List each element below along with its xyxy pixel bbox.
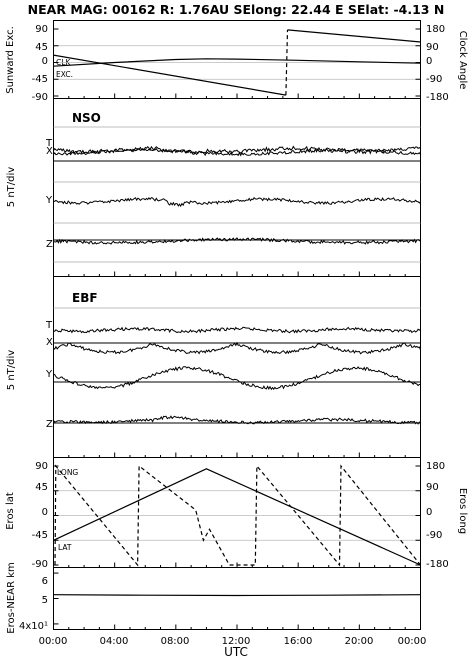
ebf-label-x: X <box>46 337 53 348</box>
xtick-3: 12:00 <box>222 636 251 647</box>
ebf-t-trace <box>53 326 421 334</box>
eros-long-ytick-180: 180 <box>426 461 445 472</box>
clock-ytick-neg90: -90 <box>426 74 442 85</box>
data-layer <box>53 29 421 597</box>
sunward-ylabel: Sunward Exc. <box>5 26 16 94</box>
sunward-ytick-0: 0 <box>42 56 48 67</box>
lat-annotation: LAT <box>58 543 72 552</box>
series-line <box>53 594 421 597</box>
eros-lat-ytick-45: 45 <box>35 482 48 493</box>
series-line <box>53 54 287 96</box>
xtick-5: 20:00 <box>345 636 374 647</box>
grid-layer <box>53 45 421 541</box>
sunward-ytick-90: 90 <box>35 24 48 35</box>
eros-lat-ytick-90: 90 <box>35 461 48 472</box>
eros-lat-ytick-neg45: -45 <box>32 530 48 541</box>
eros-long-ylabel: Eros long <box>457 488 468 534</box>
series-line <box>285 29 289 96</box>
ebf-ylabel: 5 nT/div <box>6 350 17 390</box>
tick-layer <box>53 28 421 630</box>
x-axis-label: UTC <box>224 645 248 656</box>
eros-lat-ylabel: Eros lat <box>5 492 16 530</box>
xtick-2: 08:00 <box>161 636 190 647</box>
nso-z-trace <box>53 237 421 245</box>
xtick-1: 04:00 <box>100 636 129 647</box>
xtick-6: 00:00 <box>398 636 427 647</box>
nso-panel-title: NSO <box>72 111 101 125</box>
eros-lat-ytick-neg90: -90 <box>32 559 48 570</box>
figure-title: NEAR MAG: 00162 R: 1.76AU SElong: 22.44 … <box>28 2 445 17</box>
eros-long-ytick-neg90: -90 <box>426 530 442 541</box>
clock-ytick-90: 90 <box>426 42 439 53</box>
ebf-label-z: Z <box>46 419 53 430</box>
ebf-x-trace <box>53 341 421 355</box>
clock-angle-ylabel: Clock Angle <box>457 31 468 90</box>
nso-ylabel: 5 nT/div <box>6 167 17 207</box>
distance-ytick-6: 6 <box>42 576 48 587</box>
ebf-y-trace <box>53 366 421 391</box>
distance-ytick-5: 5 <box>42 595 48 606</box>
eros-long-ytick-90: 90 <box>426 482 439 493</box>
ebf-panel-frame <box>53 276 421 458</box>
nso-panel-frame <box>53 98 421 277</box>
series-line <box>53 58 421 67</box>
ebf-panel-title: EBF <box>72 291 98 305</box>
sunward-ytick-neg90: -90 <box>32 92 48 103</box>
exc-annotation: EXC. <box>56 70 73 79</box>
xtick-0: 00:00 <box>39 636 68 647</box>
distance-ytick-4: 4x10¹ <box>19 621 48 632</box>
nso-label-t: T <box>45 138 53 149</box>
sunward-ytick-neg45: -45 <box>32 74 48 85</box>
long-annotation: LONG <box>57 468 78 477</box>
eros-long-ytick-neg180: -180 <box>426 559 449 570</box>
clock-ytick-180: 180 <box>426 24 445 35</box>
eros-panel-frame <box>53 457 421 568</box>
sunward-ytick-45: 45 <box>35 42 48 53</box>
clock-ytick-neg180: -180 <box>426 92 449 103</box>
clock-ytick-0: 0 <box>426 56 432 67</box>
panel-frames <box>53 20 421 630</box>
ebf-label-t: T <box>45 320 53 331</box>
ebf-label-y: Y <box>45 369 53 380</box>
distance-ylabel: Eros-NEAR km <box>6 562 17 633</box>
nso-label-x: X <box>46 146 53 157</box>
series-line <box>287 29 421 43</box>
nso-label-z: Z <box>46 239 53 250</box>
nso-x-trace <box>53 147 421 157</box>
series-line <box>53 468 421 566</box>
series-line <box>54 464 421 567</box>
ebf-z-trace <box>53 415 421 425</box>
nso-label-y: Y <box>45 195 53 206</box>
eros-long-ytick-0: 0 <box>426 507 432 518</box>
xtick-4: 16:00 <box>284 636 313 647</box>
eros-lat-ytick-0: 0 <box>42 507 48 518</box>
nso-y-trace <box>53 196 421 208</box>
distance-panel-frame <box>53 567 421 630</box>
